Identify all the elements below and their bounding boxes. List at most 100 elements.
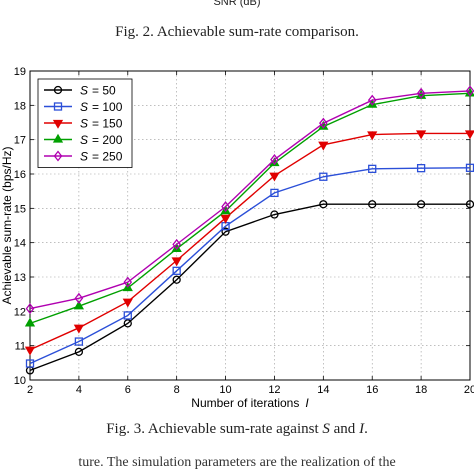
- y-tick-label: 18: [14, 100, 26, 112]
- figure-3-caption-s: S: [322, 421, 330, 437]
- y-tick-label: 13: [14, 272, 26, 284]
- circle-marker: [172, 275, 181, 284]
- circle-marker: [74, 347, 84, 356]
- series-1: [25, 163, 474, 368]
- legend-value: = 250: [92, 150, 123, 164]
- circle-marker: [319, 200, 328, 209]
- x-tick-label: 20: [464, 384, 474, 396]
- triangle-down-marker: [24, 346, 36, 356]
- triangle-up-marker: [73, 300, 85, 310]
- triangle-down-marker: [122, 298, 133, 308]
- square-marker: [416, 164, 426, 173]
- legend-value: = 200: [92, 133, 123, 147]
- triangle-down-marker: [52, 119, 64, 129]
- x-tick-label: 18: [415, 384, 427, 396]
- triangle-down-marker: [415, 130, 427, 140]
- diamond-marker: [221, 201, 230, 213]
- footer-fragment: ture. The simulation parameters are the …: [78, 455, 396, 470]
- figure-2-caption: Fig. 2. Achievable sum-rate comparison.: [115, 24, 359, 40]
- y-tick-label: 14: [14, 238, 26, 250]
- x-axis-label-symbol: I: [305, 396, 309, 410]
- x-tick-label: 12: [268, 384, 280, 396]
- y-tick-label: 19: [14, 66, 26, 78]
- legend: S = 50 S = 100 S = 150 S = 200 S = 250: [37, 78, 133, 168]
- figure-3-caption-prefix: Fig. 3. Achievable sum-rate against: [106, 421, 323, 437]
- series-4: [25, 85, 474, 315]
- triangle-down-marker: [73, 324, 85, 334]
- legend-entry-1: S = 100: [44, 100, 123, 114]
- legend-label: S = 200: [80, 133, 123, 147]
- triangle-up-marker: [24, 317, 36, 327]
- diamond-marker: [25, 303, 35, 315]
- circle-marker: [123, 319, 132, 328]
- legend-entry-3: S = 200: [44, 133, 123, 147]
- triangle-down-marker: [464, 130, 474, 140]
- square-marker: [74, 337, 84, 346]
- x-tick-label: 10: [219, 384, 231, 396]
- plot-frame: [29, 70, 471, 381]
- y-tick-label: 12: [14, 306, 26, 318]
- diamond-marker: [465, 85, 474, 97]
- legend-label: S = 250: [80, 150, 123, 164]
- series-layer: [24, 85, 474, 375]
- series-line: [29, 167, 471, 365]
- x-tick-label: 4: [76, 384, 82, 396]
- series-line: [29, 132, 470, 351]
- circle-marker: [368, 200, 377, 209]
- diamond-marker: [74, 292, 84, 304]
- x-tick-label: 14: [317, 384, 329, 396]
- x-tick-label: 2: [27, 384, 33, 396]
- legend-value: = 50: [92, 84, 116, 98]
- diamond-marker: [172, 238, 181, 250]
- circle-marker: [53, 85, 63, 95]
- legend-symbol: S: [80, 84, 88, 98]
- legend-symbol: S: [80, 100, 88, 114]
- x-axis-label-text: Number of iterations: [191, 396, 299, 410]
- x-tick-label: 8: [174, 384, 180, 396]
- x-tick-label: 16: [366, 384, 378, 396]
- square-marker: [53, 102, 63, 111]
- legend-entry-4: S = 250: [44, 150, 123, 164]
- figure-3-caption: Fig. 3. Achievable sum-rate against S an…: [0, 421, 474, 438]
- circle-marker: [416, 200, 426, 209]
- series-line: [29, 92, 471, 325]
- legend-value: = 150: [92, 117, 123, 131]
- figure-3-caption-i: I: [359, 421, 365, 437]
- x-axis-label: Number of iterations I: [191, 396, 309, 410]
- figure-3-caption-suffix: .: [364, 421, 368, 437]
- diamond-marker: [416, 87, 426, 99]
- y-tick-label: 17: [14, 135, 26, 147]
- series-0: [25, 200, 474, 375]
- y-tick-label: 15: [14, 203, 26, 215]
- square-marker: [368, 164, 377, 174]
- legend-symbol: S: [80, 117, 88, 131]
- square-marker: [270, 188, 279, 198]
- y-tick-label: 11: [15, 341, 26, 353]
- square-marker: [172, 266, 181, 275]
- diamond-marker: [123, 276, 133, 288]
- legend-label: S = 100: [80, 100, 123, 114]
- triangle-down-marker: [171, 257, 182, 267]
- figure-3-caption-and: and: [329, 421, 360, 437]
- circle-marker: [270, 210, 279, 219]
- y-tick-label: 16: [14, 169, 26, 181]
- square-marker: [123, 311, 132, 320]
- legend-label: S = 150: [80, 117, 123, 131]
- diamond-marker: [270, 154, 279, 166]
- legend-symbol: S: [80, 133, 88, 147]
- legend-value: = 100: [92, 100, 123, 114]
- triangle-down-marker: [367, 131, 378, 141]
- legend-entry-0: S = 50: [44, 84, 116, 98]
- header-fragment: SNR (dB): [213, 0, 261, 8]
- series-line: [29, 90, 471, 310]
- diamond-marker: [367, 94, 377, 106]
- square-marker: [25, 359, 35, 368]
- series-line: [29, 203, 470, 372]
- legend-label: S = 50: [80, 84, 116, 98]
- series-2: [24, 130, 474, 356]
- diamond-marker: [53, 150, 63, 162]
- triangle-down-marker: [318, 141, 329, 151]
- legend-symbol: S: [80, 150, 88, 164]
- y-axis-label: Achievable sum-rate (bps/Hz): [0, 146, 14, 304]
